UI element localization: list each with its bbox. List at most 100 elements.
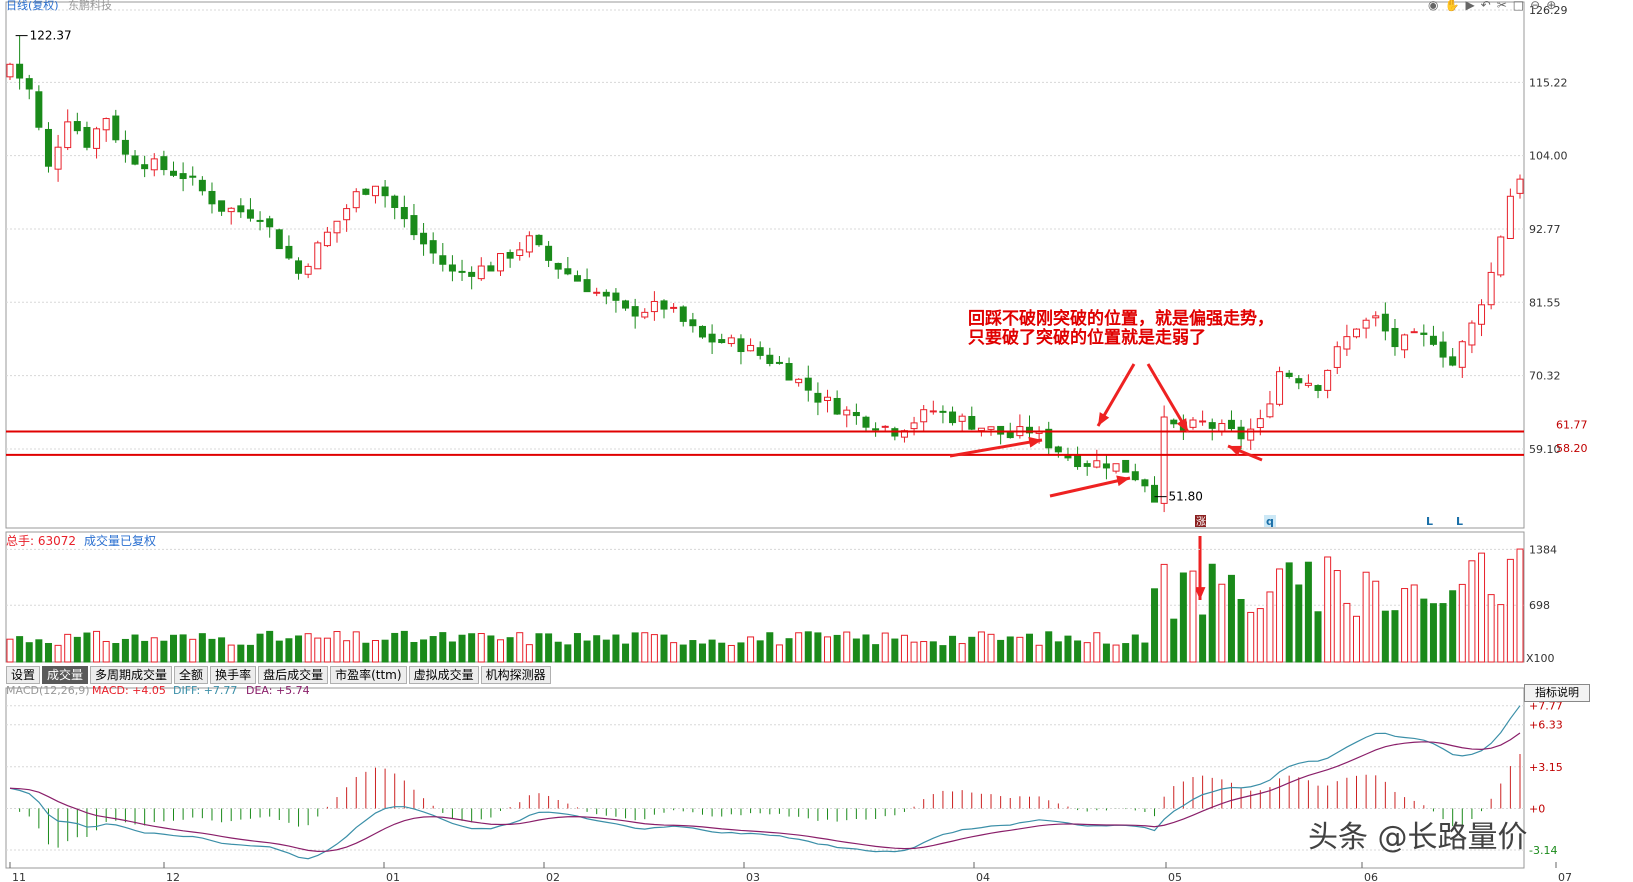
volume-bar-up — [323, 637, 331, 663]
candle-up — [650, 300, 658, 313]
candle-up — [747, 344, 755, 352]
candle-down — [583, 279, 591, 293]
candle-down — [400, 206, 408, 220]
tab-1[interactable]: 成交量 — [42, 666, 89, 684]
square-icon[interactable]: □ — [1512, 0, 1525, 12]
volume-bar-down — [698, 643, 706, 663]
volume-bar-down — [804, 631, 812, 663]
candle-down — [939, 410, 947, 413]
tab-4[interactable]: 换手率 — [210, 666, 257, 684]
candle-up — [1256, 418, 1264, 429]
volume-unit-label: X100 — [1526, 652, 1555, 665]
candle-up — [1506, 195, 1514, 239]
eye-icon[interactable]: ◉ — [1428, 0, 1439, 12]
candle-down — [1122, 459, 1130, 473]
candle-down — [814, 392, 822, 403]
indicator-explain-button[interactable]: 指标说明 — [1524, 684, 1590, 702]
candle-up — [150, 158, 158, 171]
volume-bar-down — [1420, 598, 1428, 663]
candle-down — [1025, 426, 1033, 434]
volume-bar-up — [102, 640, 110, 663]
play-icon[interactable]: ▶ — [1465, 0, 1475, 12]
volume-bar-down — [679, 644, 687, 663]
tab-8[interactable]: 机构探测器 — [480, 666, 551, 684]
tab-3[interactable]: 全额 — [174, 666, 209, 684]
candle-up — [1410, 331, 1418, 334]
volume-bar-down — [275, 640, 283, 663]
candle-up — [1276, 371, 1284, 405]
volume-bar-down — [256, 633, 264, 663]
tab-6[interactable]: 市盈率(ttm) — [330, 666, 407, 684]
volume-bar-down — [198, 633, 206, 663]
candle-down — [852, 411, 860, 417]
volume-bar-down — [83, 632, 91, 663]
candle-down — [1045, 428, 1053, 449]
tab-5[interactable]: 盘后成交量 — [258, 666, 329, 684]
candle-up — [516, 249, 524, 256]
price-panel-frame — [5, 1, 1525, 529]
candle-down — [1102, 463, 1110, 469]
volume-bar-up — [1333, 570, 1341, 663]
macd-tick-label: +0 — [1529, 802, 1545, 815]
tab-0[interactable]: 设置 — [6, 666, 41, 684]
tab-7[interactable]: 虚拟成交量 — [408, 666, 479, 684]
candle-down — [602, 291, 610, 297]
volume-tick-label: 1384 — [1529, 543, 1557, 556]
candle-down — [631, 306, 639, 317]
candle-down — [256, 219, 264, 222]
volume-bar-down — [429, 636, 437, 663]
candle-up — [843, 409, 851, 416]
volume-bar-down — [939, 645, 947, 663]
candle-down — [429, 240, 437, 254]
volume-bar-up — [1035, 644, 1043, 663]
volume-bar-up — [1506, 558, 1514, 663]
candle-down — [275, 229, 283, 250]
candle-down — [535, 234, 543, 246]
candle-up — [304, 265, 312, 275]
arrow-pointer — [949, 438, 1043, 458]
candle-up — [1218, 423, 1226, 433]
candle-up — [977, 427, 985, 432]
volume-adjusted: 成交量已复权 — [84, 534, 157, 548]
candle-down — [1237, 426, 1245, 440]
candle-down — [949, 411, 957, 424]
marker-label: 涨 — [1196, 516, 1206, 528]
plus-icon[interactable]: ⊕ — [1546, 0, 1557, 12]
volume-bar-down — [622, 643, 630, 663]
volume-bar-up — [775, 644, 783, 663]
candle-down — [83, 126, 91, 148]
candle-up — [920, 409, 928, 423]
volume-bar-down — [179, 634, 187, 663]
candle-down — [785, 363, 793, 381]
toolbar-icons[interactable]: ◉ ✋ ▶ ↶ ✂ □ ⊖ ⊕ — [1428, 0, 1556, 12]
candle-up — [1189, 419, 1197, 428]
volume-bar-down — [968, 636, 976, 663]
scissor-icon[interactable]: ✂ — [1496, 0, 1507, 12]
volume-bar-down — [949, 635, 957, 663]
candle-up — [477, 265, 485, 280]
candle-down — [997, 425, 1005, 435]
volume-bar-down — [1439, 603, 1447, 663]
volume-bar-down — [1074, 640, 1082, 663]
minus-icon[interactable]: ⊖ — [1530, 0, 1541, 12]
volume-bar-down — [1006, 636, 1014, 663]
volume-bar-down — [1449, 590, 1457, 663]
candle-up — [987, 426, 995, 430]
volume-bar-down — [631, 632, 639, 663]
volume-bar-down — [391, 632, 399, 663]
candle-down — [44, 128, 52, 167]
volume-bar-down — [506, 637, 514, 663]
candle-up — [333, 220, 341, 234]
volume-bar-up — [333, 631, 341, 663]
volume-bar-up — [1478, 552, 1486, 663]
month-label: 12 — [166, 871, 180, 882]
candle-up — [1266, 403, 1274, 418]
volume-bar-down — [487, 635, 495, 663]
candle-down — [872, 428, 880, 431]
candle-down — [622, 300, 630, 309]
tab-2[interactable]: 多周期成交量 — [90, 666, 173, 684]
hand-icon[interactable]: ✋ — [1444, 0, 1460, 12]
volume-bar-down — [1179, 572, 1187, 663]
undo-icon[interactable]: ↶ — [1480, 0, 1491, 12]
volume-bar-down — [545, 633, 553, 663]
